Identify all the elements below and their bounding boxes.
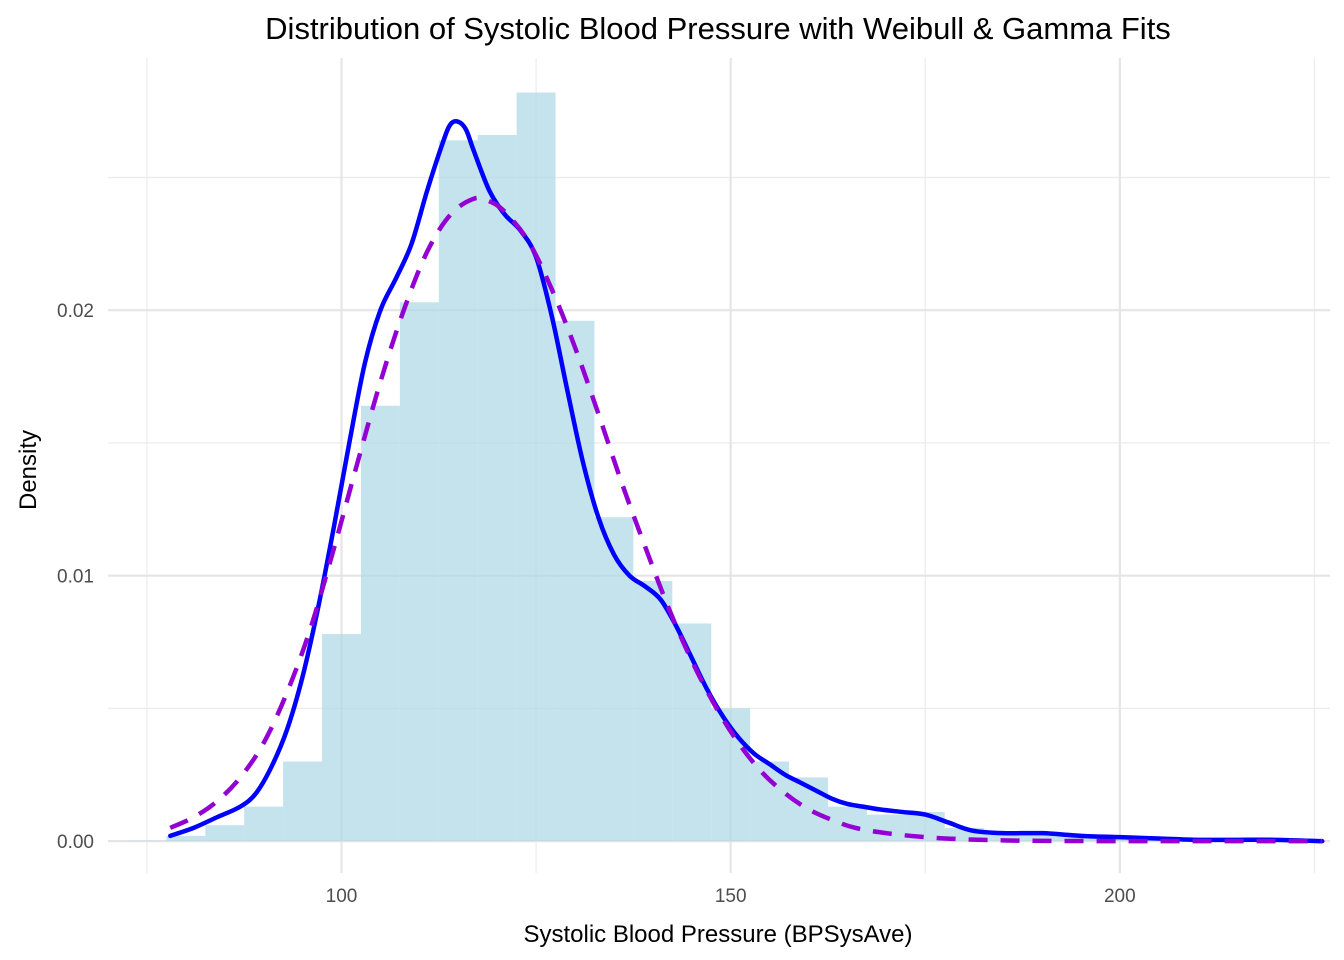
fit-lines — [168, 118, 1325, 844]
y-tick-label: 0.00 — [57, 832, 94, 853]
solid-fit-line — [168, 118, 1325, 844]
histogram-bar — [1100, 838, 1140, 842]
tick-labels: 100 150 200 0.00 0.01 0.02 — [57, 301, 1136, 907]
histogram-bar — [477, 134, 517, 842]
chart-title: Distribution of Systolic Blood Pressure … — [265, 11, 1171, 46]
histogram-bar — [1022, 833, 1062, 842]
x-tick-label: 150 — [715, 886, 747, 907]
histogram-bar — [205, 825, 245, 842]
histogram-bar — [127, 840, 167, 842]
histogram-bar — [322, 634, 361, 842]
x-tick-label: 200 — [1104, 886, 1136, 907]
histogram-bar — [166, 835, 206, 842]
histogram-bars — [127, 92, 1295, 842]
histogram-bar — [633, 580, 673, 842]
x-tick-label: 100 — [326, 886, 358, 907]
histogram-bar — [866, 814, 906, 842]
y-axis-title: Density — [15, 430, 42, 510]
histogram-bar — [555, 320, 595, 842]
histogram-bar — [1061, 835, 1101, 842]
histogram-bar — [516, 92, 556, 842]
histogram-bar — [283, 761, 323, 842]
histogram-bar — [983, 833, 1023, 842]
dashed-fit-line — [169, 195, 1323, 844]
histogram-bar — [244, 806, 284, 842]
histogram-bar — [399, 302, 439, 842]
histogram-bar — [438, 140, 478, 842]
histogram-bar — [360, 405, 400, 842]
x-axis-title: Systolic Blood Pressure (BPSysAve) — [523, 921, 912, 948]
y-tick-label: 0.02 — [57, 301, 94, 322]
histogram-bar — [594, 517, 634, 842]
y-tick-label: 0.01 — [57, 567, 94, 588]
